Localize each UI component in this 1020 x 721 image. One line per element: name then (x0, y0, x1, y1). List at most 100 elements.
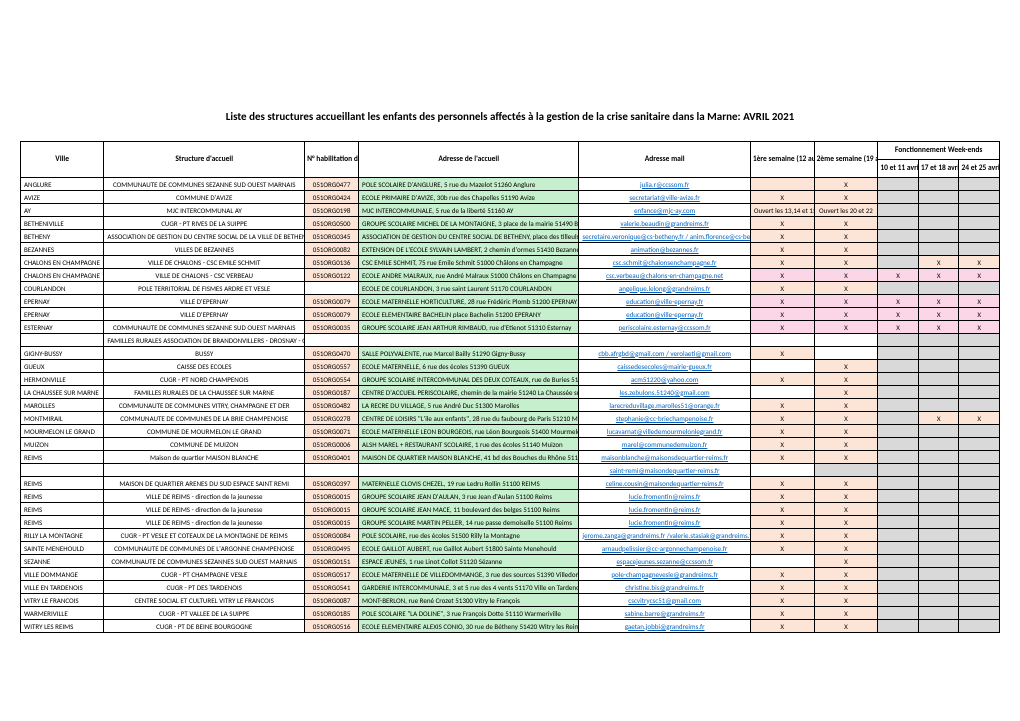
table-row: FAMILLES RURALES ASSOCIATION DE BRANDONV… (21, 334, 1000, 347)
cell[interactable]: caissedesecoles@mairie-gueux.fr (579, 360, 750, 373)
cell[interactable]: maisonblanche@maisonsdequartier-reims.fr (579, 451, 750, 464)
mail-link[interactable]: arnaudpelissier@cc-argonnechampenoise.fr (602, 544, 728, 553)
cell[interactable]: arnaudpelissier@cc-argonnechampenoise.fr (579, 542, 750, 555)
table-row: BETHENYASSOCIATION DE GESTION DU CENTRE … (21, 230, 1000, 243)
mail-link[interactable]: lucavarnat@villedemourmelonlegrand.fr (607, 427, 723, 436)
cell[interactable]: enfance@mjc-ay.com (579, 204, 750, 217)
cell[interactable]: valerie.beaudin@grandreims.fr (579, 217, 750, 230)
mail-link[interactable]: marel@communedemuizon.fr (622, 440, 707, 449)
mail-link[interactable]: education@ville-epernay.fr (626, 310, 703, 319)
cell (959, 490, 1000, 503)
mail-link[interactable]: pole-champagnevesle@grandreims.fr (611, 570, 718, 579)
cell: HERMONVILLE (21, 373, 104, 386)
cell: EPERNAY (21, 295, 104, 308)
cell (878, 386, 919, 399)
mail-link[interactable]: periscolaire.esternay@ccssom.fr (619, 323, 711, 332)
cell: POLE SCOLAIRE D'ANGLURE, 5 rue du Mazelo… (359, 178, 579, 191)
mail-link[interactable]: csc.verbeau@chalons-en-champagne.net (606, 271, 723, 280)
cell[interactable]: secretariat@ville-avize.fr (579, 191, 750, 204)
mail-link[interactable]: secretaire.veronique@cs-betheny.fr / ani… (582, 232, 750, 241)
mail-link[interactable]: celine.cousin@maisondequartier-reims.fr (606, 479, 724, 488)
cell[interactable]: stephanie@cc-briechampenoise.fr (579, 412, 750, 425)
mail-link[interactable]: valerie.beaudin@grandreims.fr (620, 219, 708, 228)
cell[interactable]: lucie.fromentin@reims.fr (579, 503, 750, 516)
cell[interactable]: angelique.lelong@grandreims.fr (579, 282, 750, 295)
cell: 051ORG0035 (305, 321, 359, 334)
mail-link[interactable]: maisonblanche@maisonsdequartier-reims.fr (601, 453, 728, 462)
cell: ALSH MAREL + RESTAURANT SCOLAIRE, 1 rue … (359, 438, 579, 451)
cell[interactable]: sabine.barre@grandreims.fr (579, 607, 750, 620)
cell: 051ORG0082 (305, 243, 359, 256)
th-adresse: Adresse de l'accueil (359, 142, 579, 178)
cell[interactable]: pole-champagnevesle@grandreims.fr (579, 568, 750, 581)
cell: CUGR - PT VALLEE DE LA SUIPPE (104, 607, 305, 620)
cell: X (814, 269, 878, 282)
cell[interactable]: espacejeunes.sezanne@ccssom.fr (579, 555, 750, 568)
cell[interactable]: lucie.fromentin@reims.fr (579, 490, 750, 503)
mail-link[interactable]: cbb.afrgbd@gmail.com / verolaeti@gmail.c… (598, 349, 731, 358)
mail-link[interactable]: secretariat@ville-avize.fr (629, 193, 699, 202)
mail-link[interactable]: cscvitrycsc51@gmail.com (628, 596, 701, 605)
cell (959, 360, 1000, 373)
mail-link[interactable]: stephanie@cc-briechampenoise.fr (616, 414, 714, 423)
cell[interactable]: les.zebulons.51240@gmail.com (579, 386, 750, 399)
cell[interactable]: gaetan.jobbi@grandreims.fr (579, 620, 750, 633)
cell[interactable]: larecreduvillage.marolles51@orange.fr (579, 399, 750, 412)
cell (359, 334, 579, 347)
cell: X (918, 412, 959, 425)
mail-link[interactable]: jerome.zanga@grandreims.fr /valerie.stas… (582, 531, 750, 540)
cell[interactable]: julia.r@ccssom.fr (579, 178, 750, 191)
mail-link[interactable]: les.zebulons.51240@gmail.com (620, 388, 710, 397)
mail-link[interactable]: animation@bezannes.fr (631, 245, 699, 254)
cell[interactable]: lucavarnat@villedemourmelonlegrand.fr (579, 425, 750, 438)
cell: CENTRE SOCIAL ET CULTUREL VITRY LE FRANC… (104, 594, 305, 607)
mail-link[interactable]: larecreduvillage.marolles51@orange.fr (609, 401, 719, 410)
cell[interactable]: saint-remi@maisondequartier-reims.fr (579, 464, 750, 477)
cell[interactable]: christine.bis@grandreims.fr (579, 581, 750, 594)
cell[interactable]: periscolaire.esternay@ccssom.fr (579, 321, 750, 334)
cell[interactable]: celine.cousin@maisondequartier-reims.fr (579, 477, 750, 490)
cell: X (750, 269, 814, 282)
cell (959, 607, 1000, 620)
cell: EXTENSION DE L'ECOLE SYLVAIN LAMBERT, 2 … (359, 243, 579, 256)
cell: AVIZE (21, 191, 104, 204)
cell: AY (21, 204, 104, 217)
cell: 051ORG0079 (305, 308, 359, 321)
mail-link[interactable]: espacejeunes.sezanne@ccssom.fr (616, 557, 712, 566)
cell[interactable]: lucie.fromentin@reims.fr (579, 516, 750, 529)
mail-link[interactable]: gaetan.jobbi@grandreims.fr (625, 622, 705, 631)
cell[interactable]: cbb.afrgbd@gmail.com / verolaeti@gmail.c… (579, 347, 750, 360)
mail-link[interactable]: caissedesecoles@mairie-gueux.fr (617, 362, 711, 371)
mail-link[interactable]: csc.schmit@chalonsenchampagne.fr (613, 258, 717, 267)
cell[interactable]: marel@communedemuizon.fr (579, 438, 750, 451)
cell[interactable]: csc.verbeau@chalons-en-champagne.net (579, 269, 750, 282)
cell[interactable]: education@ville-epernay.fr (579, 295, 750, 308)
cell: POLE SCOLAIRE, rue des écoles 51500 Rill… (359, 529, 579, 542)
mail-link[interactable]: christine.bis@grandreims.fr (625, 583, 704, 592)
mail-link[interactable]: lucie.fromentin@reims.fr (629, 518, 701, 527)
cell[interactable]: animation@bezannes.fr (579, 243, 750, 256)
mail-link[interactable]: sabine.barre@grandreims.fr (625, 609, 705, 618)
cell: CENTRE D'ACCUEIL PERISCOLAIRE, chemin de… (359, 386, 579, 399)
cell (878, 607, 919, 620)
mail-link[interactable]: saint-remi@maisondequartier-reims.fr (610, 466, 720, 475)
cell: 051ORG0397 (305, 477, 359, 490)
cell[interactable]: jerome.zanga@grandreims.fr /valerie.stas… (579, 529, 750, 542)
cell (918, 464, 959, 477)
mail-link[interactable]: education@ville-epernay.fr (626, 297, 703, 306)
mail-link[interactable]: lucie.fromentin@reims.fr (629, 505, 701, 514)
cell[interactable]: secretaire.veronique@cs-betheny.fr / ani… (579, 230, 750, 243)
cell: X (750, 620, 814, 633)
cell[interactable] (579, 334, 750, 347)
mail-link[interactable]: lucie.fromentin@reims.fr (629, 492, 701, 501)
mail-link[interactable]: julia.r@ccssom.fr (640, 180, 689, 189)
mail-link[interactable]: angelique.lelong@grandreims.fr (619, 284, 710, 293)
mail-link[interactable]: acm51220@yahoo.com (631, 375, 698, 384)
cell[interactable]: acm51220@yahoo.com (579, 373, 750, 386)
cell (750, 464, 814, 477)
cell[interactable]: csc.schmit@chalonsenchampagne.fr (579, 256, 750, 269)
cell[interactable]: education@ville-epernay.fr (579, 308, 750, 321)
cell[interactable]: cscvitrycsc51@gmail.com (579, 594, 750, 607)
structures-table: Ville Structure d'accueil N° habilitatio… (20, 141, 1000, 633)
mail-link[interactable]: enfance@mjc-ay.com (634, 206, 695, 215)
